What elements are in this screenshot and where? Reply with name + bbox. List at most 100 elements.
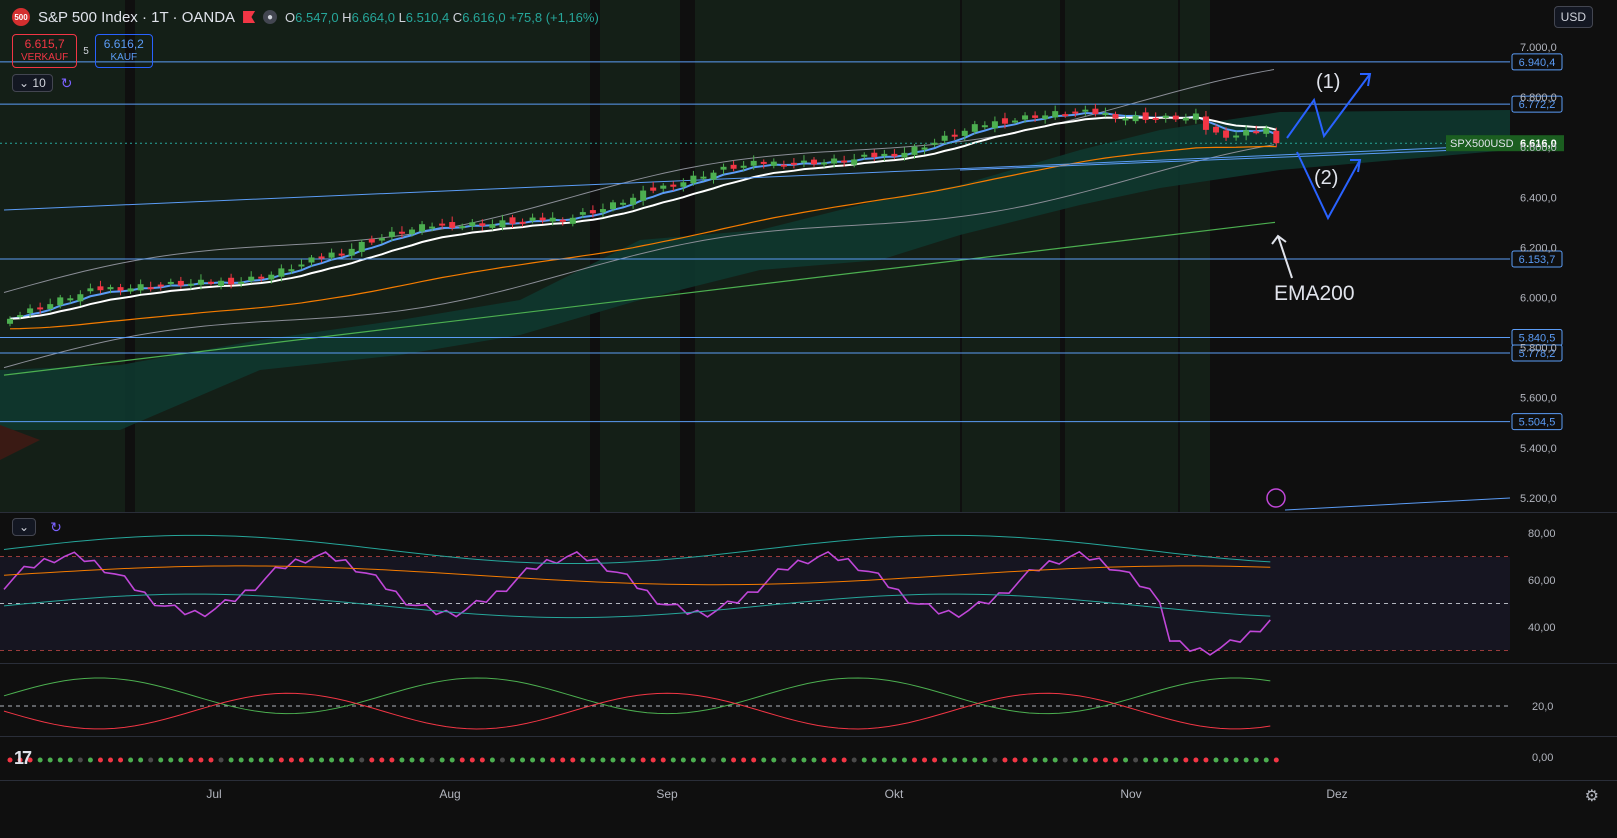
signal-dot	[640, 757, 646, 763]
symbol-title[interactable]: S&P 500 Index · 1T · OANDA	[38, 8, 236, 26]
indicator-collapse-button[interactable]: ⌄ 10	[12, 74, 53, 92]
price-tick-label: 6.200,0	[1520, 242, 1557, 254]
candle-body	[7, 318, 13, 324]
rsi-tick-label: 80,00	[1528, 528, 1556, 540]
signal-dot	[1153, 757, 1159, 763]
candle-body	[780, 164, 787, 167]
signal-dot	[781, 757, 787, 763]
signal-dot	[1263, 757, 1269, 763]
signal-dot	[319, 757, 325, 763]
rsi-ma-line	[3, 565, 1271, 586]
candle-body	[740, 165, 747, 168]
signal-dot	[218, 757, 224, 763]
level-label: 5.840,5	[1519, 332, 1556, 344]
sync-icon[interactable]: ↻	[60, 74, 73, 91]
time-tick-label: Okt	[885, 787, 904, 801]
candle-body	[268, 274, 275, 280]
signal-dot	[1183, 757, 1189, 763]
signal-dot	[1223, 757, 1229, 763]
price-tick-label: 5.600,0	[1520, 393, 1557, 405]
candle-body	[931, 142, 938, 145]
signal-dot	[158, 757, 164, 763]
signal-dot	[1193, 757, 1199, 763]
candle-body	[1082, 109, 1089, 112]
candle-body	[258, 276, 265, 279]
signal-dot	[1022, 757, 1028, 763]
sell-button[interactable]: 6.615,7 VERKAUF	[12, 34, 78, 68]
signal-dot	[87, 757, 93, 763]
candle-body	[97, 286, 104, 291]
candle-body	[790, 162, 797, 165]
signal-dot	[459, 757, 465, 763]
eye-icon[interactable]: ●	[263, 10, 278, 24]
signal-dot	[148, 757, 154, 763]
signal-dot	[1102, 757, 1108, 763]
rsi-sync-icon[interactable]: ↻	[50, 518, 62, 535]
candle-body	[238, 281, 245, 284]
rsi-tick-label: 40,00	[1528, 622, 1556, 634]
di-plus-line	[3, 677, 1271, 715]
candle-body	[318, 256, 325, 259]
wave-1-path	[1286, 73, 1371, 139]
wave-2-arrowhead	[1350, 159, 1362, 173]
signal-dot	[7, 757, 13, 763]
candle-body	[610, 202, 616, 210]
signal-dot	[278, 757, 284, 763]
candle-body	[157, 284, 164, 287]
signal-dot	[912, 757, 917, 763]
flag-icon[interactable]	[243, 11, 256, 23]
signal-dot	[359, 757, 365, 763]
signal-dot	[1163, 757, 1169, 763]
candle-body	[961, 130, 968, 136]
signal-dot	[811, 757, 817, 763]
candle-body	[841, 160, 848, 163]
signal-dot	[610, 757, 616, 763]
signal-dot	[1032, 757, 1038, 763]
signal-dot	[741, 757, 747, 763]
signal-dot	[801, 757, 807, 763]
signal-dot	[258, 757, 264, 763]
settings-gear-icon[interactable]: ⚙	[1584, 788, 1599, 805]
signal-dot	[871, 757, 877, 763]
candle-body	[1243, 130, 1250, 136]
candle-body	[1152, 117, 1159, 120]
candle-body	[147, 287, 154, 290]
candle-body	[57, 297, 64, 306]
signal-dot	[620, 757, 626, 763]
candle-body	[117, 287, 124, 291]
level-label-box	[1511, 250, 1563, 268]
candle-body	[77, 294, 84, 302]
rsi-collapse-button[interactable]: ⌄	[12, 518, 37, 536]
level-label: 5.778,2	[1519, 348, 1556, 360]
candle-body	[499, 220, 506, 228]
candle-body	[1263, 127, 1270, 134]
candle-body	[640, 190, 647, 201]
candle-body	[1072, 111, 1079, 114]
candle-body	[901, 152, 908, 158]
signal-dot	[630, 757, 636, 763]
candle-body	[1213, 126, 1219, 133]
time-tick-label: Nov	[1120, 787, 1141, 801]
candle-body	[710, 172, 717, 180]
signal-dot	[771, 757, 777, 763]
currency-select[interactable]: USD	[1553, 6, 1593, 28]
signal-dot	[510, 757, 515, 763]
signal-dot	[499, 757, 505, 763]
candle-body	[1012, 120, 1018, 123]
signal-dot	[409, 757, 415, 763]
candle-body	[911, 146, 918, 155]
signal-dot	[37, 757, 43, 763]
signal-dot	[721, 757, 727, 763]
candle-body	[770, 161, 777, 166]
signal-dot	[1002, 757, 1008, 763]
candle-body	[419, 224, 426, 232]
signal-dot	[1113, 757, 1118, 763]
buy-button[interactable]: 6.616,2 KAUF	[94, 34, 153, 68]
signal-dot	[711, 757, 716, 763]
adx-tick-label: 0,00	[1532, 752, 1553, 764]
time-tick-label: Aug	[439, 787, 460, 801]
candle-body	[951, 134, 958, 137]
candle-body	[27, 308, 34, 314]
signal-dot	[118, 757, 124, 763]
